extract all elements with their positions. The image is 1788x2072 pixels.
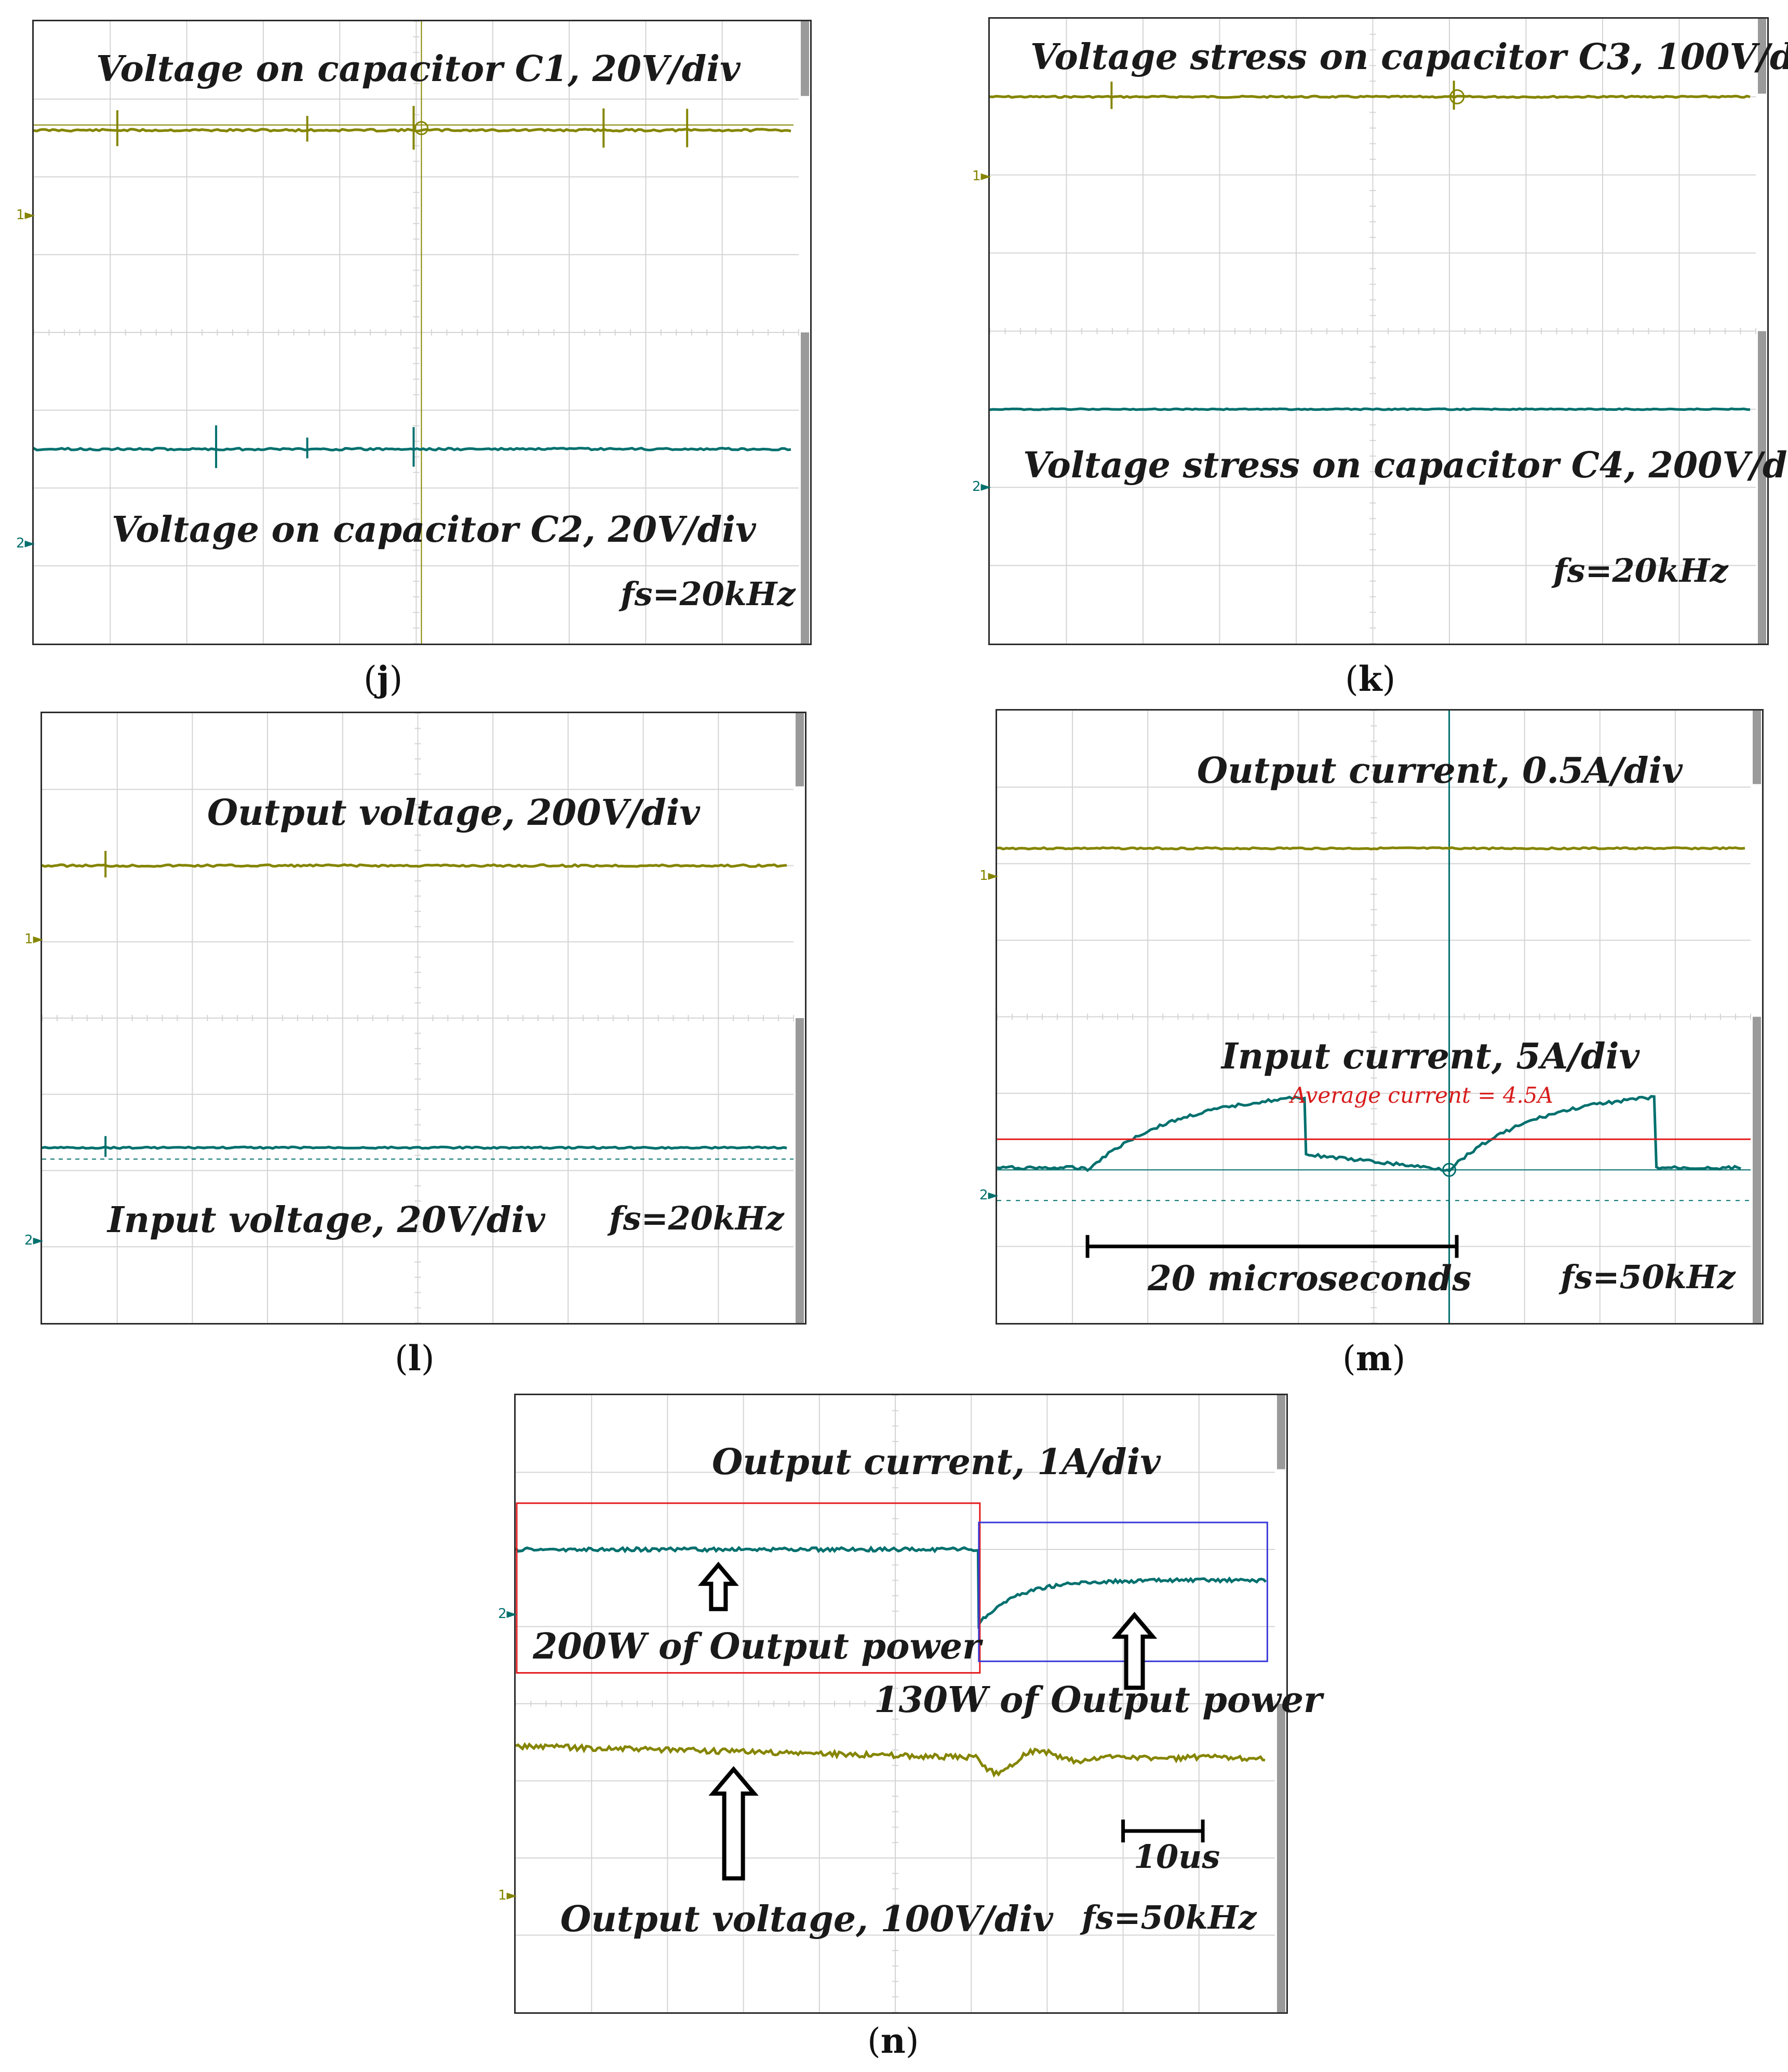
caption-j: (j) (364, 659, 403, 699)
trace-c2 (34, 447, 791, 452)
trace-output-voltage-n (516, 1742, 1266, 1778)
trace-output-current-n (516, 1545, 1267, 1629)
label-input-voltage-l: Input voltage, 20V/div (107, 1199, 545, 1241)
caption-l: (l) (395, 1338, 435, 1379)
scrollbar-ch2 (1277, 1704, 1285, 2012)
trace-c3 (990, 95, 1751, 99)
scrollbar-ch2 (796, 1018, 804, 1323)
scope-panel-l: Output voltage, 200V/div Input voltage, … (24, 712, 806, 1325)
scrollbar-ch2 (801, 332, 809, 644)
ch1-marker-k: 1► (972, 168, 991, 184)
label-fs-m: fs=50kHz (1561, 1258, 1736, 1296)
scope-screen-n (516, 1395, 1285, 2012)
label-input-current-m: Input current, 5A/div (1221, 1036, 1640, 1077)
caption-m: (m) (1342, 1338, 1406, 1379)
label-fs-n: fs=50kHz (1082, 1899, 1257, 1936)
scope-screen-l (42, 713, 804, 1323)
ch2-marker-m: 2► (979, 1187, 999, 1203)
ch2-marker-k: 2► (972, 479, 991, 494)
trace-c1 (34, 128, 791, 133)
scope-panel-k: Voltage stress on capacitor C3, 100V/div… (972, 17, 1788, 645)
ch1-marker-l: 1► (24, 931, 44, 947)
ch1-marker-n: 1► (498, 1888, 517, 1903)
label-c1: Voltage on capacitor C1, 20V/div (96, 48, 741, 90)
label-c2: Voltage on capacitor C2, 20V/div (112, 509, 756, 551)
trace-input-voltage (42, 1145, 787, 1150)
arrow-130w (1111, 1612, 1158, 1690)
scrollbar-ch1 (1753, 711, 1761, 784)
ch1-marker-m: 1► (979, 868, 999, 884)
trace-output-voltage (42, 863, 787, 868)
scrollbar-ch1 (1277, 1395, 1285, 1469)
graticule (997, 711, 1751, 1323)
scrollbar-ch1 (801, 21, 809, 96)
label-output-current-n: Output current, 1A/div (712, 1441, 1161, 1483)
trigger-marker (1442, 1162, 1457, 1177)
trace-input-current (997, 1095, 1741, 1173)
ch2-marker-n: 2► (498, 1606, 517, 1622)
label-fs-k: fs=20kHz (1553, 552, 1728, 590)
ch2-marker-l: 2► (24, 1233, 44, 1248)
label-130w: 130W of Output power (874, 1679, 1322, 1721)
ch1-marker-j: 1► (16, 207, 35, 223)
scope-screen-j (34, 21, 809, 644)
arrow-200w (697, 1561, 739, 1611)
box-130w (978, 1521, 1268, 1662)
box-200w (516, 1502, 981, 1674)
label-c4: Voltage stress on capacitor C4, 200V/div (1023, 445, 1788, 486)
trigger-marker (414, 121, 428, 136)
trigger-marker (1449, 89, 1465, 104)
trace-c4 (990, 407, 1751, 411)
caption-k: (k) (1345, 659, 1396, 699)
label-scale-n: 10us (1134, 1838, 1220, 1876)
scope-screen-k (990, 19, 1766, 644)
label-scale-m: 20 microseconds (1148, 1258, 1472, 1299)
label-average-current: Average current = 4.5A (1290, 1082, 1553, 1108)
label-fs-l: fs=20kHz (609, 1199, 784, 1237)
graticule (990, 19, 1756, 644)
trace-output-current (997, 846, 1745, 851)
scope-panel-n: Output current, 1A/div 200W of Output po… (498, 1394, 1322, 2014)
arrow-output-voltage (708, 1766, 759, 1881)
caption-n: (n) (867, 2021, 919, 2061)
ch2-marker-j: 2► (16, 536, 35, 551)
label-fs-j: fs=20kHz (621, 575, 796, 613)
label-output-voltage-l: Output voltage, 200V/div (207, 792, 700, 834)
scrollbar-ch2 (1753, 1017, 1761, 1323)
scope-screen-m (997, 711, 1761, 1323)
scrollbar-ch1 (1758, 19, 1766, 94)
scrollbar-ch2 (1758, 331, 1766, 644)
label-output-current-m: Output current, 0.5A/div (1197, 750, 1683, 792)
scrollbar-ch1 (796, 713, 804, 786)
label-output-voltage-n: Output voltage, 100V/div (560, 1899, 1053, 1940)
label-200w: 200W of Output power (533, 1626, 981, 1667)
label-c3: Voltage stress on capacitor C3, 100V/div (1030, 36, 1788, 78)
scope-panel-m: Output current, 0.5A/div Input current, … (979, 709, 1764, 1325)
scope-panel-j: Voltage on capacitor C1, 20V/div Voltage… (16, 20, 812, 645)
graticule (516, 1395, 1275, 2012)
